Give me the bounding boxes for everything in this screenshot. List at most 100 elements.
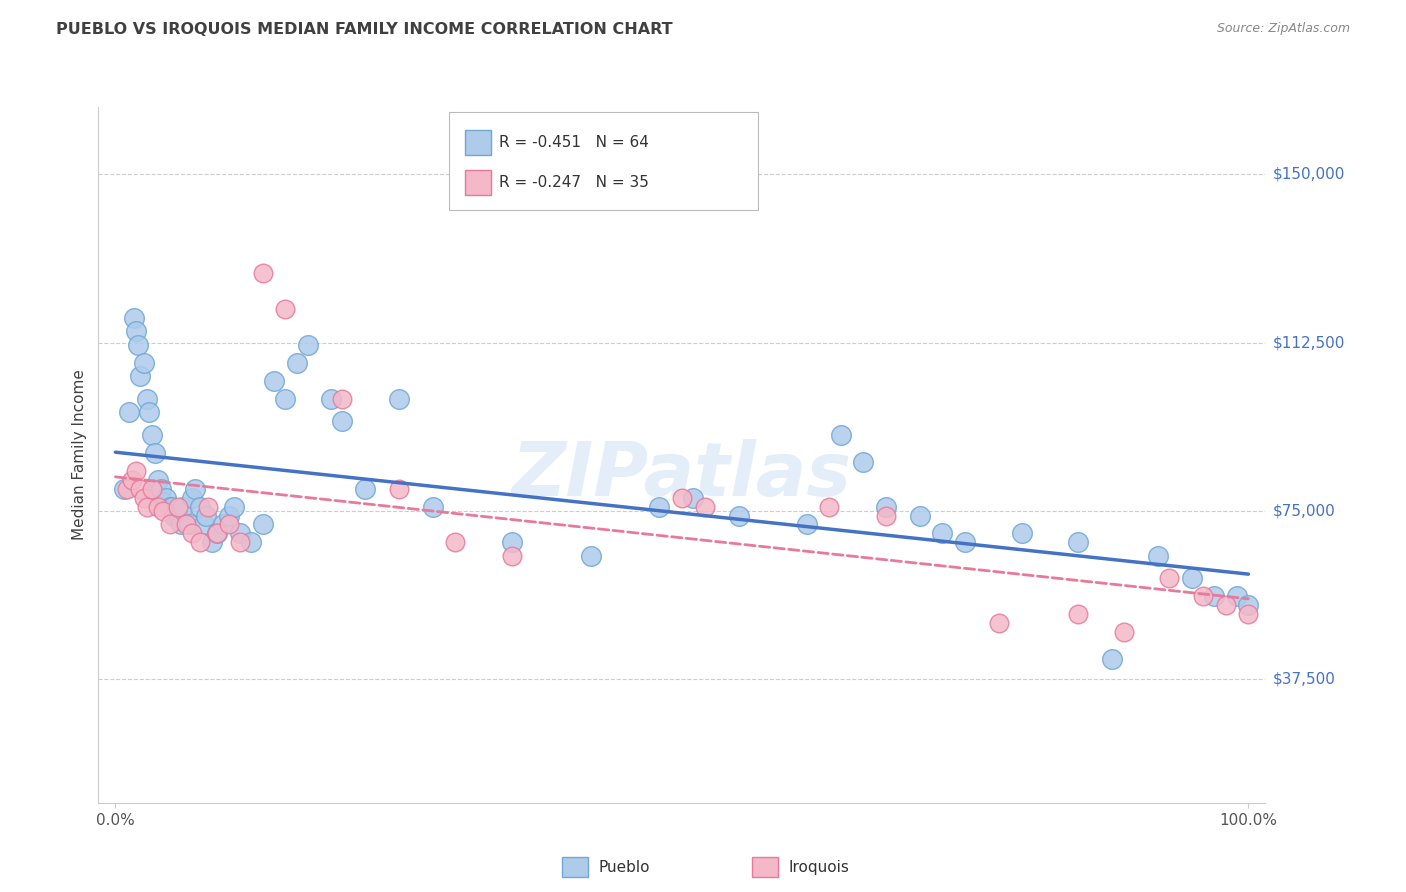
Point (931, 526, 953, 541)
Y-axis label: Median Family Income: Median Family Income (72, 369, 87, 541)
Point (218, 508, 240, 523)
Point (1067, 607, 1090, 622)
Point (1237, 607, 1260, 622)
Text: PUEBLO VS IROQUOIS MEDIAN FAMILY INCOME CORRELATION CHART: PUEBLO VS IROQUOIS MEDIAN FAMILY INCOME … (56, 22, 673, 37)
Point (170, 517, 193, 532)
Point (155, 491, 177, 505)
Point (1237, 599, 1260, 613)
Point (285, 356, 308, 370)
Point (501, 549, 523, 563)
Point (1101, 652, 1123, 666)
Point (330, 414, 353, 428)
Point (160, 500, 183, 514)
Point (224, 500, 246, 514)
Point (330, 392, 353, 406)
Point (114, 482, 136, 496)
Point (1192, 590, 1215, 604)
Point (682, 491, 704, 505)
Point (172, 500, 194, 514)
Point (501, 535, 523, 549)
Point (229, 535, 252, 549)
Point (252, 266, 274, 280)
Point (875, 500, 897, 514)
Point (263, 374, 285, 388)
Point (159, 517, 181, 532)
Point (1215, 599, 1237, 613)
Point (197, 500, 219, 514)
Point (129, 482, 152, 496)
Point (149, 482, 172, 496)
Point (181, 526, 204, 541)
Point (693, 500, 716, 514)
Point (908, 508, 931, 523)
Point (121, 473, 143, 487)
Point (671, 491, 693, 505)
Point (274, 392, 297, 406)
Point (1011, 526, 1033, 541)
Point (252, 517, 274, 532)
Point (830, 427, 852, 442)
Text: Pueblo: Pueblo (599, 860, 651, 874)
Point (201, 535, 224, 549)
Point (143, 445, 166, 459)
Point (132, 356, 155, 370)
Point (297, 338, 319, 352)
Point (1112, 625, 1135, 640)
Point (1181, 571, 1204, 585)
Point (388, 482, 411, 496)
Point (229, 526, 252, 541)
Point (190, 535, 212, 549)
Text: ZIPatlas: ZIPatlas (512, 439, 852, 512)
Text: Iroquois: Iroquois (789, 860, 849, 874)
Point (138, 405, 160, 419)
Point (875, 508, 897, 523)
Point (388, 392, 411, 406)
Point (152, 495, 174, 509)
Point (444, 535, 467, 549)
Point (159, 500, 181, 514)
Point (183, 482, 205, 496)
Point (1226, 590, 1249, 604)
Point (648, 500, 671, 514)
Point (207, 526, 229, 541)
Text: Source: ZipAtlas.com: Source: ZipAtlas.com (1216, 22, 1350, 36)
Point (193, 517, 215, 532)
Point (319, 392, 342, 406)
Point (125, 464, 148, 478)
Point (953, 535, 976, 549)
Text: $75,000: $75,000 (1272, 503, 1336, 518)
Point (181, 491, 204, 505)
Text: $37,500: $37,500 (1272, 672, 1336, 687)
Point (166, 508, 188, 523)
Point (152, 504, 174, 518)
Point (988, 616, 1011, 631)
Point (115, 482, 138, 496)
Point (240, 535, 263, 549)
Point (207, 526, 229, 541)
Point (122, 311, 145, 326)
Point (422, 500, 444, 514)
Point (581, 549, 603, 563)
Point (218, 517, 240, 532)
Point (177, 517, 200, 532)
Point (118, 405, 141, 419)
Point (727, 508, 749, 523)
Point (141, 482, 163, 496)
Point (195, 508, 218, 523)
Point (136, 392, 159, 406)
Point (174, 517, 197, 532)
Point (148, 473, 170, 487)
Point (796, 517, 818, 532)
Point (852, 455, 875, 469)
Text: $112,500: $112,500 (1272, 335, 1344, 351)
Point (274, 301, 297, 316)
Point (125, 325, 148, 339)
Point (1067, 535, 1090, 549)
Point (166, 500, 188, 514)
Point (163, 508, 186, 523)
Point (1146, 549, 1168, 563)
Text: $150,000: $150,000 (1272, 167, 1344, 182)
Text: R = -0.451   N = 64: R = -0.451 N = 64 (499, 136, 650, 151)
Point (353, 482, 375, 496)
Point (136, 500, 159, 514)
